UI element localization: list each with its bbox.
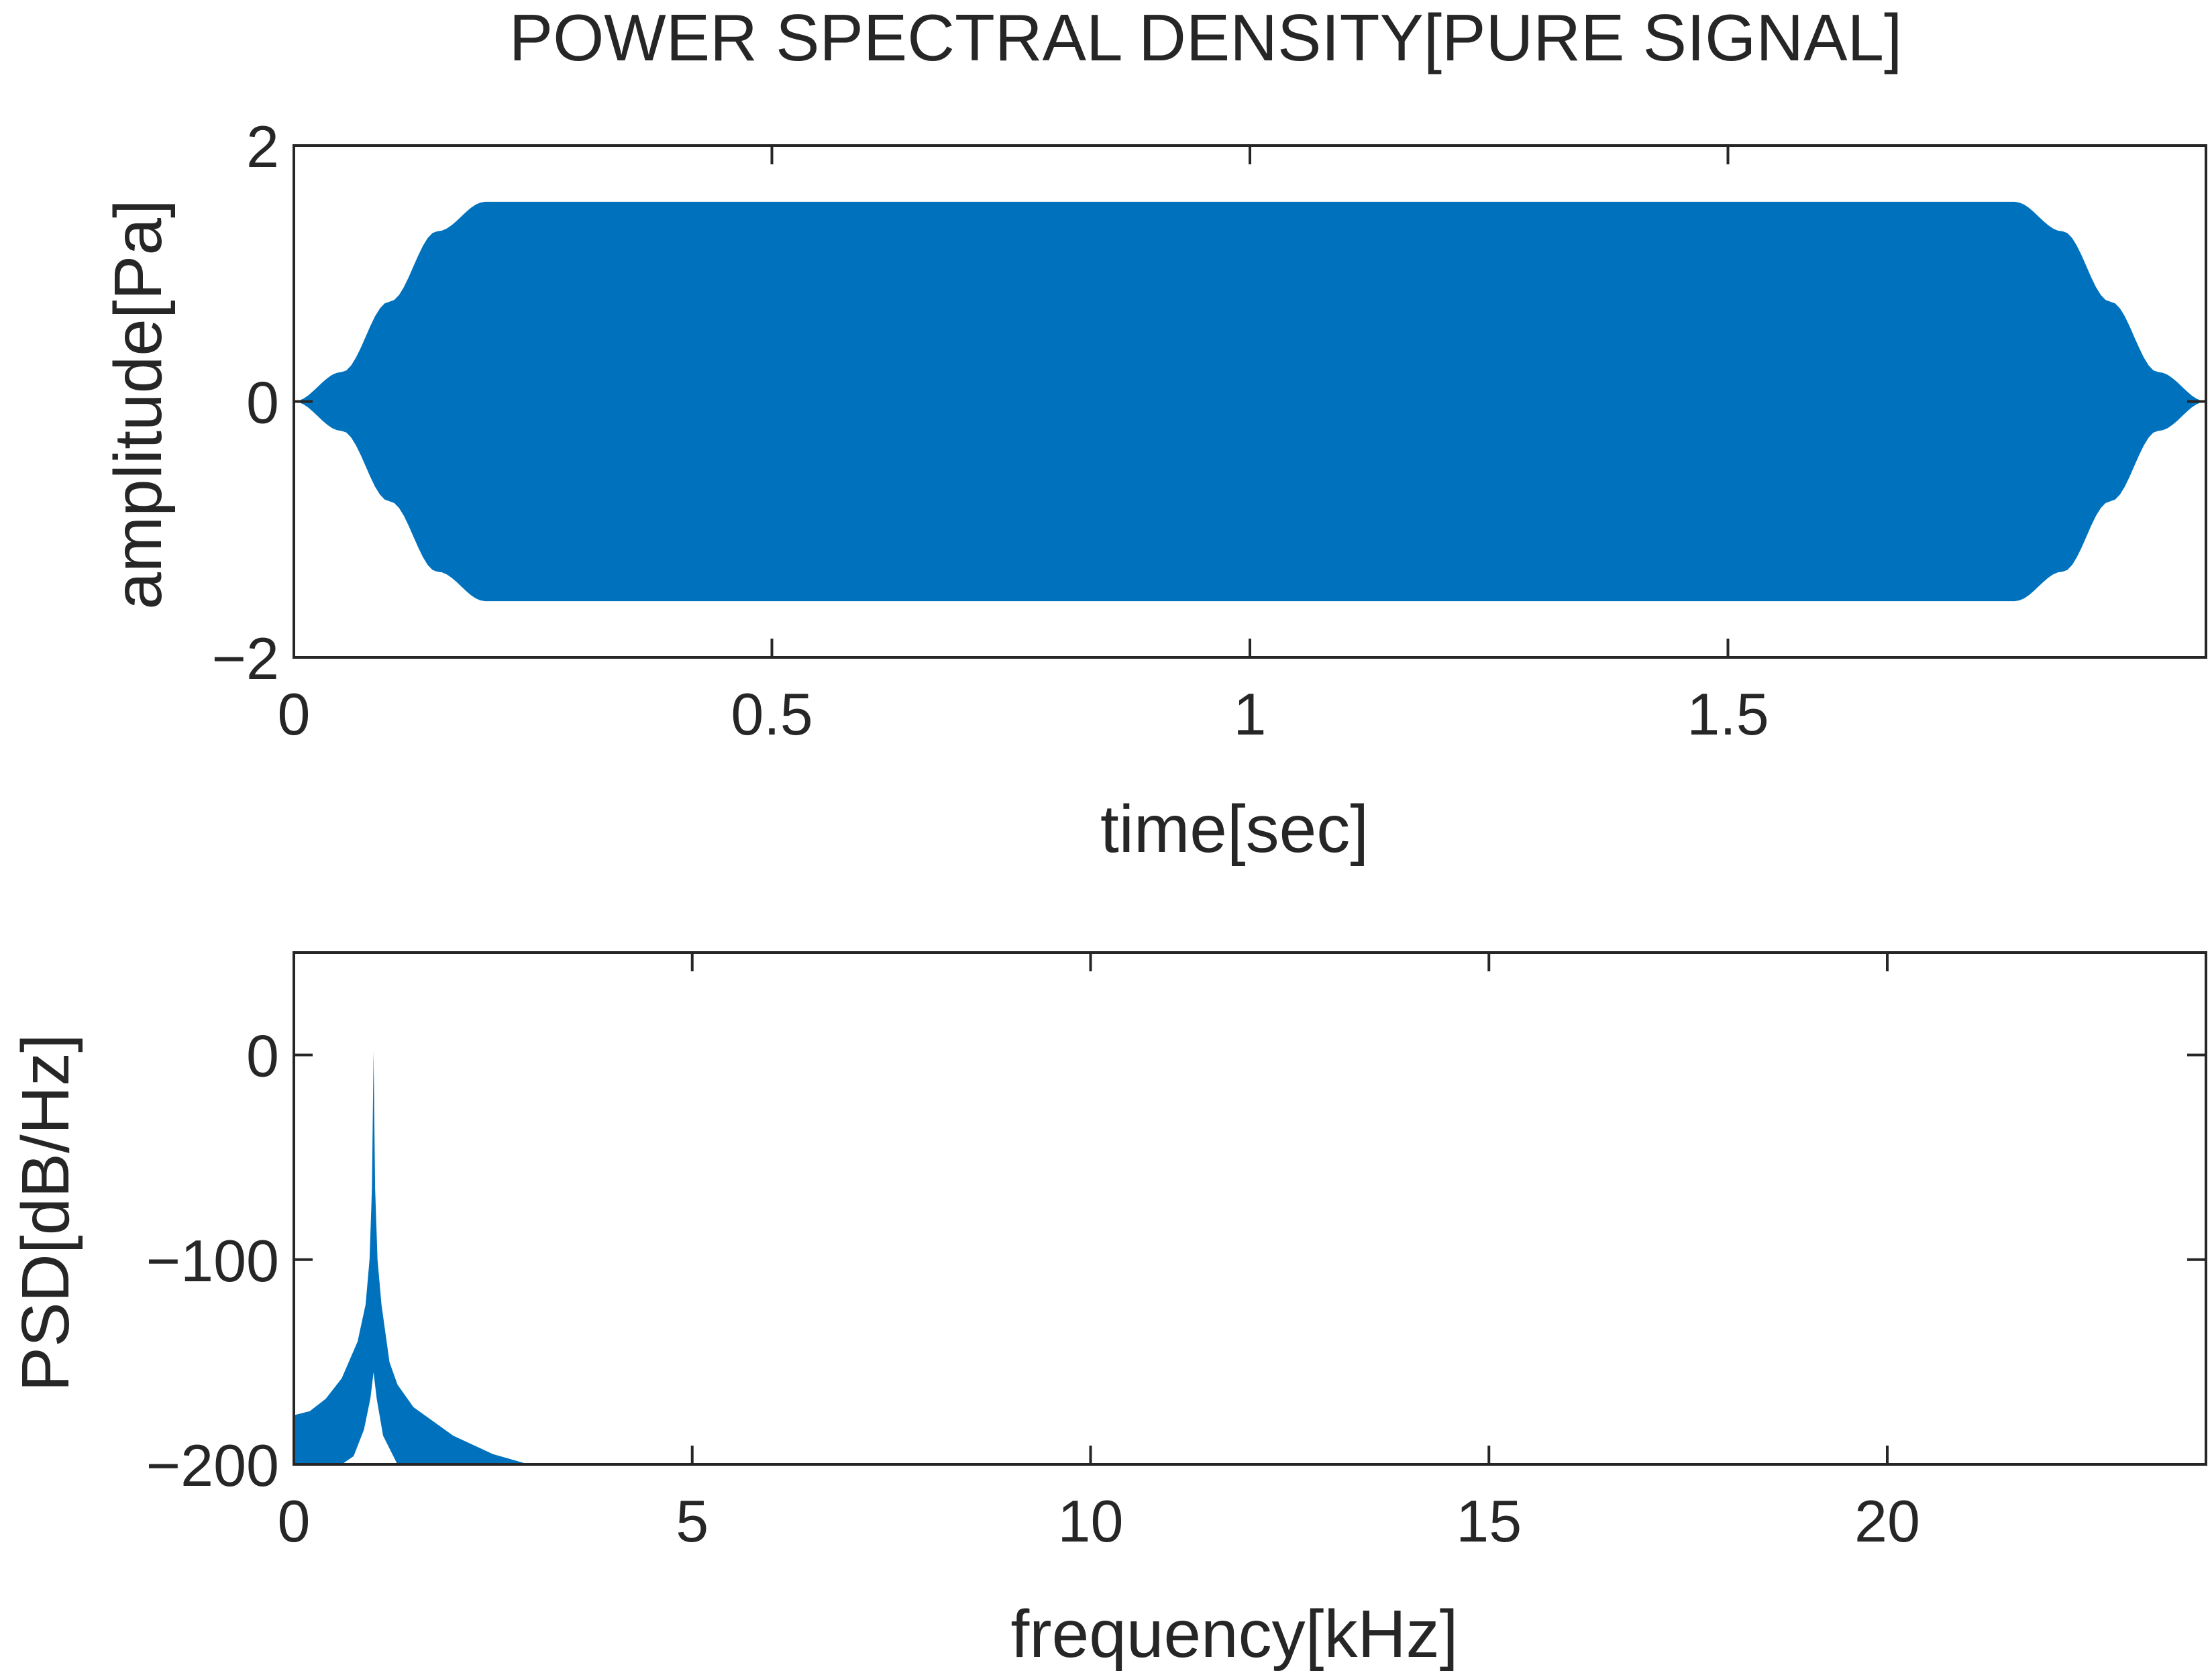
psd-y-axis-label: PSD[dB/Hz] [8,1034,83,1392]
waveform-series [294,201,2206,602]
psd-x-tick-label: 20 [1854,1488,1920,1554]
psd-x-axis-label: frequency[kHz] [1011,1597,1459,1672]
psd-x-ticks: 0 5 10 15 20 [278,953,1920,1554]
psd-spectrum-area [294,1050,529,1464]
psd-series [294,1050,529,1464]
psd-y-tick-label: −100 [146,1228,279,1294]
psd-plot-frame [293,951,2207,1466]
psd-axes: 0 5 10 15 20 −200 −100 0 frequency[kHz] PSD[dB… [8,951,2207,1672]
wave-y-tick-label: −2 [212,625,279,692]
wave-x-tick-label: 1 [1234,681,1267,747]
wave-x-tick-label: 0 [278,681,311,747]
wave-y-tick-label: 0 [246,370,279,436]
wave-x-tick-label: 0.5 [731,681,812,747]
wave-y-tick-label: 2 [246,113,279,180]
waveform-x-ticks: 0 0.5 1 1.5 [278,146,1769,747]
psd-y-tick-label: 0 [246,1023,279,1089]
waveform-y-axis-label: amplitude[Pa] [101,199,176,609]
psd-x-tick-label: 0 [278,1488,311,1554]
psd-y-ticks: −200 −100 0 [146,1023,2206,1499]
psd-spectrum-notch [341,1372,398,1464]
wave-x-tick-label: 1.5 [1687,681,1769,747]
psd-y-tick-label: −200 [146,1432,279,1499]
figure-title: POWER SPECTRAL DENSITY[PURE SIGNAL] [509,1,1903,74]
psd-x-tick-label: 5 [676,1488,708,1554]
psd-x-tick-label: 10 [1058,1488,1124,1554]
psd-x-tick-label: 15 [1456,1488,1522,1554]
waveform-x-axis-label: time[sec] [1100,792,1369,867]
waveform-y-ticks: −2 0 2 [212,113,2206,692]
waveform-axes: 0 0.5 1 1.5 −202 time[sec] amplitude[Pa] [101,113,2207,867]
